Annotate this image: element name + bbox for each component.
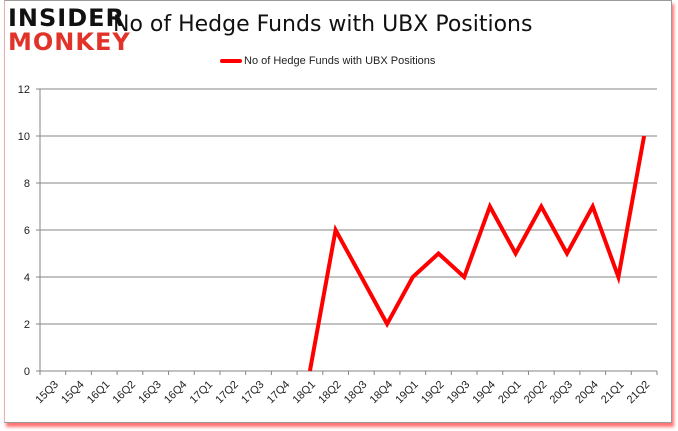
legend-swatch bbox=[220, 59, 242, 63]
x-tick-label: 20Q2 bbox=[522, 379, 550, 407]
x-tick-label: 18Q2 bbox=[316, 379, 344, 407]
y-tick-label: 4 bbox=[24, 272, 30, 284]
x-tick-label: 21Q2 bbox=[625, 379, 653, 407]
series-line bbox=[307, 135, 647, 372]
y-tick-label: 8 bbox=[24, 178, 30, 190]
chart-title: No of Hedge Funds with UBX Positions bbox=[113, 12, 533, 37]
logo-line-2: MONKEY bbox=[8, 28, 131, 56]
x-tick-label: 15Q4 bbox=[59, 379, 87, 407]
x-tick-label: 16Q3 bbox=[136, 379, 164, 407]
x-tick-label: 17Q2 bbox=[213, 379, 241, 407]
x-tick-label: 17Q1 bbox=[188, 379, 216, 407]
x-tick-label: 20Q4 bbox=[573, 379, 601, 407]
chart-frame bbox=[4, 0, 672, 423]
insider-monkey-logo: INSIDER MONKEY bbox=[8, 6, 131, 54]
x-tick-label: 19Q1 bbox=[393, 379, 421, 407]
x-tick-label: 20Q1 bbox=[496, 379, 524, 407]
y-tick-label: 6 bbox=[24, 225, 30, 237]
x-tick-label: 19Q4 bbox=[470, 379, 498, 407]
logo-line-1: INSIDER bbox=[8, 4, 126, 32]
x-tick-label: 21Q1 bbox=[599, 379, 627, 407]
x-tick-label: 18Q1 bbox=[291, 379, 319, 407]
x-tick-label: 16Q1 bbox=[85, 379, 113, 407]
x-tick-label: 16Q2 bbox=[111, 379, 139, 407]
x-tick-label: 16Q4 bbox=[162, 379, 190, 407]
y-tick-label: 2 bbox=[24, 319, 30, 331]
legend: No of Hedge Funds with UBX Positions bbox=[220, 55, 435, 67]
x-tick-label: 17Q3 bbox=[239, 379, 267, 407]
x-tick-label: 19Q2 bbox=[419, 379, 447, 407]
x-tick-label: 19Q3 bbox=[445, 379, 473, 407]
x-tick-label: 15Q3 bbox=[33, 379, 61, 407]
x-tick-label: 20Q3 bbox=[548, 379, 576, 407]
legend-label: No of Hedge Funds with UBX Positions bbox=[244, 55, 436, 67]
x-tick-label: 18Q4 bbox=[368, 379, 396, 407]
y-tick-label: 12 bbox=[18, 84, 30, 96]
x-tick-label: 18Q3 bbox=[342, 379, 370, 407]
y-tick-label: 0 bbox=[24, 366, 30, 378]
x-tick-label: 17Q4 bbox=[265, 379, 293, 407]
y-tick-label: 10 bbox=[18, 131, 30, 143]
